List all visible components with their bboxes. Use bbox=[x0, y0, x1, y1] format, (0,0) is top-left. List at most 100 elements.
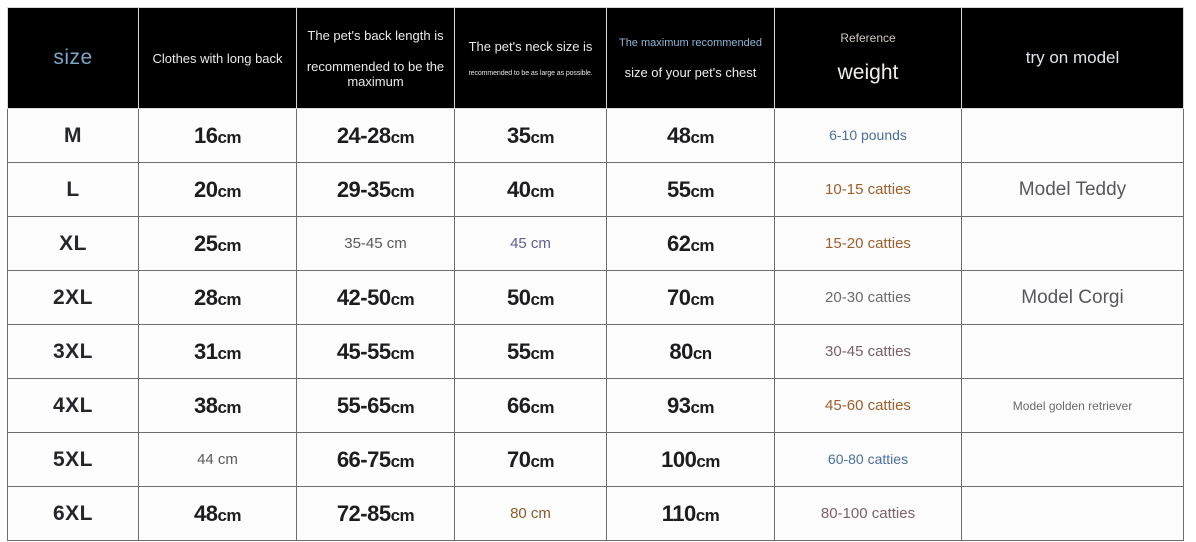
cell-weight: 30-45 catties bbox=[774, 324, 962, 379]
header-cell-back-length: The pet's back length is recommended to b… bbox=[296, 7, 455, 109]
value-neck: 40cm bbox=[506, 176, 555, 202]
value-size: 3XL bbox=[52, 339, 93, 363]
value-size: M bbox=[64, 123, 82, 147]
value-back: 20cm bbox=[193, 176, 242, 202]
table-row: 3XL 31cm 45-55cm 55cm 80cn 30-45 catties bbox=[7, 324, 1184, 379]
table-row: 2XL 28cm 42-50cm 50cm 70cm 20-30 catties Model… bbox=[7, 270, 1184, 325]
value-back-length: 35-45 cm bbox=[344, 234, 407, 252]
header-label-reference: Reference bbox=[840, 31, 896, 45]
cell-chest: 80cn bbox=[606, 324, 775, 379]
cell-size: 5XL bbox=[7, 432, 139, 487]
value-weight: 6-10 pounds bbox=[829, 126, 907, 143]
header-cell-size: size bbox=[7, 7, 139, 109]
table-header-row: size Clothes with long back The pet's back… bbox=[7, 7, 1184, 109]
value-chest: 93cm bbox=[666, 392, 715, 418]
header-label-weight: weight bbox=[837, 61, 899, 84]
header-cell-clothes-with-long-back: Clothes with long back bbox=[138, 7, 297, 109]
cell-back-length: 45-55cm bbox=[296, 324, 455, 379]
table-row: L 20cm 29-35cm 40cm 55cm 10-15 catties Model T… bbox=[7, 162, 1184, 217]
header-label-back-length-line2: recommended to be the maximum bbox=[306, 58, 445, 89]
value-chest: 48cm bbox=[666, 122, 715, 148]
cell-neck: 70cm bbox=[454, 432, 607, 487]
value-neck: 50cm bbox=[506, 284, 555, 310]
value-back: 25cm bbox=[193, 230, 242, 256]
cell-weight: 6-10 pounds bbox=[774, 108, 962, 163]
header-label-size: size bbox=[53, 46, 93, 69]
header-label-neck-size-line2: recommended to be as large as possible. bbox=[468, 70, 593, 77]
value-back-length: 72-85cm bbox=[336, 500, 415, 526]
cell-chest: 48cm bbox=[606, 108, 775, 163]
cell-model bbox=[961, 108, 1184, 163]
value-back: 31cm bbox=[193, 338, 242, 364]
header-label-chest-size-line2: size of your pet's chest bbox=[624, 64, 757, 80]
cell-model: Model golden retriever bbox=[961, 378, 1184, 433]
cell-model: Model Teddy bbox=[961, 162, 1184, 217]
value-back-length: 24-28cm bbox=[336, 122, 415, 148]
value-chest: 100cm bbox=[661, 446, 720, 472]
value-weight: 30-45 catties bbox=[825, 342, 911, 360]
header-cell-chest-size: The maximum recommended size of your pet'… bbox=[606, 7, 775, 109]
cell-back-length: 35-45 cm bbox=[296, 216, 455, 271]
cell-model bbox=[961, 432, 1184, 487]
cell-size: 2XL bbox=[7, 270, 139, 325]
cell-neck: 40cm bbox=[454, 162, 607, 217]
cell-back-length: 66-75cm bbox=[296, 432, 455, 487]
cell-back: 44 cm bbox=[138, 432, 297, 487]
cell-back: 16cm bbox=[138, 108, 297, 163]
value-size: 6XL bbox=[52, 501, 93, 525]
cell-weight: 15-20 catties bbox=[774, 216, 962, 271]
cell-size: M bbox=[7, 108, 139, 163]
cell-back: 20cm bbox=[138, 162, 297, 217]
value-neck: 35cm bbox=[506, 122, 555, 148]
cell-chest: 70cm bbox=[606, 270, 775, 325]
value-weight: 20-30 catties bbox=[825, 288, 911, 306]
value-chest: 55cm bbox=[666, 176, 715, 202]
pet-size-chart: size Clothes with long back The pet's back… bbox=[7, 7, 1184, 541]
table-row: 6XL 48cm 72-85cm 80 cm 110cm 80-100 catties bbox=[7, 486, 1184, 541]
table-row: 4XL 38cm 55-65cm 66cm 93cm 45-60 catties Model… bbox=[7, 378, 1184, 433]
cell-back: 25cm bbox=[138, 216, 297, 271]
cell-size: L bbox=[7, 162, 139, 217]
value-back-length: 29-35cm bbox=[336, 176, 415, 202]
value-weight: 10-15 catties bbox=[825, 180, 911, 198]
cell-back-length: 72-85cm bbox=[296, 486, 455, 541]
value-weight: 80-100 catties bbox=[820, 504, 916, 522]
cell-size: XL bbox=[7, 216, 139, 271]
value-back: 38cm bbox=[193, 392, 242, 418]
cell-back-length: 42-50cm bbox=[296, 270, 455, 325]
value-weight: 45-60 catties bbox=[825, 396, 911, 414]
value-back: 48cm bbox=[193, 500, 242, 526]
cell-model bbox=[961, 324, 1184, 379]
cell-back-length: 24-28cm bbox=[296, 108, 455, 163]
header-label-back-length-line1: The pet's back length is bbox=[307, 27, 444, 43]
cell-chest: 55cm bbox=[606, 162, 775, 217]
value-size: XL bbox=[59, 231, 87, 255]
cell-chest: 110cm bbox=[606, 486, 775, 541]
value-neck: 45 cm bbox=[510, 234, 551, 252]
value-back-length: 66-75cm bbox=[336, 446, 415, 472]
value-chest: 80cn bbox=[669, 338, 712, 364]
header-cell-try-on-model: try on model bbox=[961, 7, 1184, 109]
cell-back: 38cm bbox=[138, 378, 297, 433]
value-chest: 110cm bbox=[661, 500, 720, 526]
value-back-length: 42-50cm bbox=[336, 284, 415, 310]
cell-weight: 20-30 catties bbox=[774, 270, 962, 325]
value-model: Model Teddy bbox=[1018, 178, 1127, 200]
value-back-length: 55-65cm bbox=[336, 392, 415, 418]
value-weight: 15-20 catties bbox=[825, 234, 911, 252]
cell-back-length: 29-35cm bbox=[296, 162, 455, 217]
header-label-neck-size-line1: The pet's neck size is bbox=[468, 39, 593, 54]
value-size: 5XL bbox=[52, 447, 93, 471]
cell-back: 31cm bbox=[138, 324, 297, 379]
cell-neck: 35cm bbox=[454, 108, 607, 163]
header-cell-reference-weight: Reference weight bbox=[774, 7, 962, 109]
value-back-length: 45-55cm bbox=[336, 338, 415, 364]
value-back: 16cm bbox=[193, 122, 242, 148]
value-size: L bbox=[66, 177, 80, 201]
cell-size: 3XL bbox=[7, 324, 139, 379]
size-table: size Clothes with long back The pet's back… bbox=[7, 7, 1184, 541]
cell-back: 28cm bbox=[138, 270, 297, 325]
cell-model: Model Corgi bbox=[961, 270, 1184, 325]
cell-back: 48cm bbox=[138, 486, 297, 541]
cell-chest: 62cm bbox=[606, 216, 775, 271]
